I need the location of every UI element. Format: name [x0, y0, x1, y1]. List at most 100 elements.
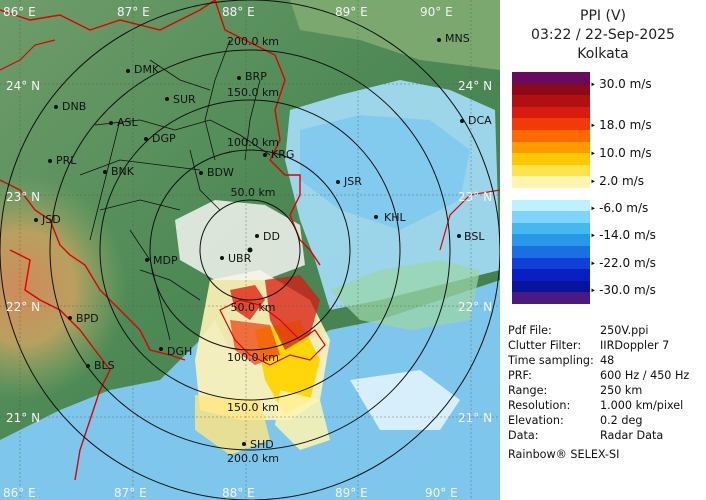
- legend-tick-label: -22.0 m/s: [590, 256, 656, 270]
- station-brp[interactable]: BRP: [245, 70, 267, 83]
- legend-swatch: [512, 153, 590, 166]
- range-rings: [0, 0, 500, 500]
- legend-tick-label: 2.0 m/s: [590, 174, 644, 188]
- lat-label: 24° N: [458, 79, 492, 93]
- range-labels: 200.0 km 150.0 km 100.0 km 50.0 km 50.0 …: [227, 35, 279, 465]
- echo-near-radar: [175, 200, 305, 280]
- lon-label: 89° E: [335, 5, 368, 19]
- lat-label: 24° N: [6, 79, 40, 93]
- range-label: 150.0 km: [227, 86, 279, 99]
- info-label-prf: PRF:: [508, 369, 532, 382]
- lon-label: 87° E: [117, 5, 150, 19]
- legend-swatch: [512, 280, 590, 293]
- info-value-data: Radar Data: [600, 429, 664, 442]
- lon-label: 90° E: [425, 486, 458, 500]
- echo-green: [330, 260, 480, 330]
- lon-labels: 86° E 87° E 88° E 89° E 90° E 86° E 87° …: [3, 5, 458, 500]
- legend-swatch: [512, 141, 590, 154]
- station-ubr[interactable]: UBR: [228, 252, 252, 265]
- info-label-resolution: Resolution:: [508, 399, 571, 412]
- radar-map[interactable]: 86° E 87° E 88° E 89° E 90° E 86° E 87° …: [0, 0, 500, 500]
- datetime-label: 03:22 / 22-Sep-2025: [531, 27, 675, 43]
- lat-label: 21° N: [458, 411, 492, 425]
- info-value-elevation: 0.2 deg: [600, 414, 643, 427]
- station-sur[interactable]: SUR: [173, 93, 196, 106]
- station-mdp[interactable]: MDP: [153, 254, 178, 267]
- border-north: [0, 0, 216, 31]
- vendor-footer: Rainbow® SELEX-SI: [508, 448, 620, 461]
- station-jsd[interactable]: JSD: [41, 213, 61, 226]
- lat-label: 23° N: [458, 190, 492, 204]
- range-label: 200.0 km: [227, 35, 279, 48]
- info-label-data: Data:: [508, 429, 539, 442]
- info-value-range: 250 km: [600, 384, 643, 397]
- legend-swatch: [512, 269, 590, 282]
- lon-label: 87° E: [114, 486, 147, 500]
- legend-tick-label: 18.0 m/s: [590, 118, 652, 132]
- station-dgp[interactable]: DGP: [152, 132, 176, 145]
- station-dgh[interactable]: DGH: [167, 345, 192, 358]
- info-label-pdf: Pdf File:: [508, 324, 552, 337]
- border-nw: [0, 39, 56, 71]
- range-label: 150.0 km: [227, 401, 279, 414]
- echo-red-2: [265, 275, 320, 350]
- range-ring-200: [49, 49, 451, 451]
- legend-swatch: [512, 118, 590, 131]
- legend-swatch: [512, 130, 590, 143]
- range-label: 50.0 km: [230, 301, 275, 314]
- station-shd[interactable]: SHD: [250, 438, 274, 451]
- info-value-pdf: 250V.ppi: [600, 324, 649, 337]
- lon-label: 88° E: [222, 5, 255, 19]
- legend-swatch: [512, 106, 590, 119]
- district-borders: [79, 39, 271, 341]
- station-bls[interactable]: BLS: [94, 359, 115, 372]
- station-bsl[interactable]: BSL: [464, 230, 485, 243]
- range-label: 100.0 km: [227, 351, 279, 364]
- legend-swatch: [512, 292, 590, 305]
- station-dnb[interactable]: DNB: [62, 100, 86, 113]
- legend-swatch: [512, 234, 590, 247]
- radar-site-marker: [247, 247, 253, 253]
- legend-swatch: [512, 257, 590, 270]
- info-value-clutter: IIRDoppler 7: [600, 339, 670, 352]
- range-label: 50.0 km: [230, 186, 275, 199]
- legend-swatch: [512, 83, 590, 96]
- station-dd[interactable]: DD: [263, 230, 280, 243]
- station-asl[interactable]: ASL: [117, 116, 139, 129]
- product-title: PPI (V): [580, 8, 626, 24]
- station-khl[interactable]: KHL: [384, 211, 406, 224]
- station-dmk[interactable]: DMK: [134, 63, 160, 76]
- echo-cream-south: [275, 390, 330, 450]
- info-label-elevation: Elevation:: [508, 414, 564, 427]
- station-bnk[interactable]: BNK: [111, 165, 135, 178]
- station-mns[interactable]: MNS: [445, 32, 470, 45]
- legend-swatch: [512, 222, 590, 235]
- echo-red-3: [230, 320, 280, 365]
- legend-swatch: [512, 176, 590, 189]
- lat-label: 23° N: [6, 190, 40, 204]
- legend-swatch: [512, 72, 590, 85]
- station-bpd[interactable]: BPD: [76, 312, 99, 325]
- station-prl[interactable]: PRL: [56, 154, 77, 167]
- range-ring-150: [99, 99, 401, 401]
- info-value-prf: 600 Hz / 450 Hz: [600, 369, 690, 382]
- graticule: [0, 0, 500, 500]
- echo-blue-inner: [300, 115, 470, 230]
- station-markers: MNS DMK BRP DNB SUR ASL DGP DCA PRL BNK …: [34, 32, 492, 451]
- station-krg[interactable]: KRG: [271, 148, 294, 161]
- legend-swatch: [512, 199, 590, 212]
- legend-tick-label: 10.0 m/s: [590, 146, 652, 160]
- lat-label: 22° N: [458, 300, 492, 314]
- legend-swatch: [512, 164, 590, 177]
- legend-swatch: [512, 188, 590, 201]
- station-bdw[interactable]: BDW: [207, 166, 234, 179]
- range-ring-100: [149, 149, 351, 351]
- legend-swatch: [512, 211, 590, 224]
- border-sundarbans: [219, 299, 326, 366]
- lon-label: 90° E: [420, 5, 453, 19]
- station-name: Kolkata: [577, 46, 629, 62]
- station-dca[interactable]: DCA: [468, 114, 492, 127]
- station-jsr[interactable]: JSR: [343, 175, 362, 188]
- lat-label: 21° N: [6, 411, 40, 425]
- lon-label: 86° E: [3, 486, 36, 500]
